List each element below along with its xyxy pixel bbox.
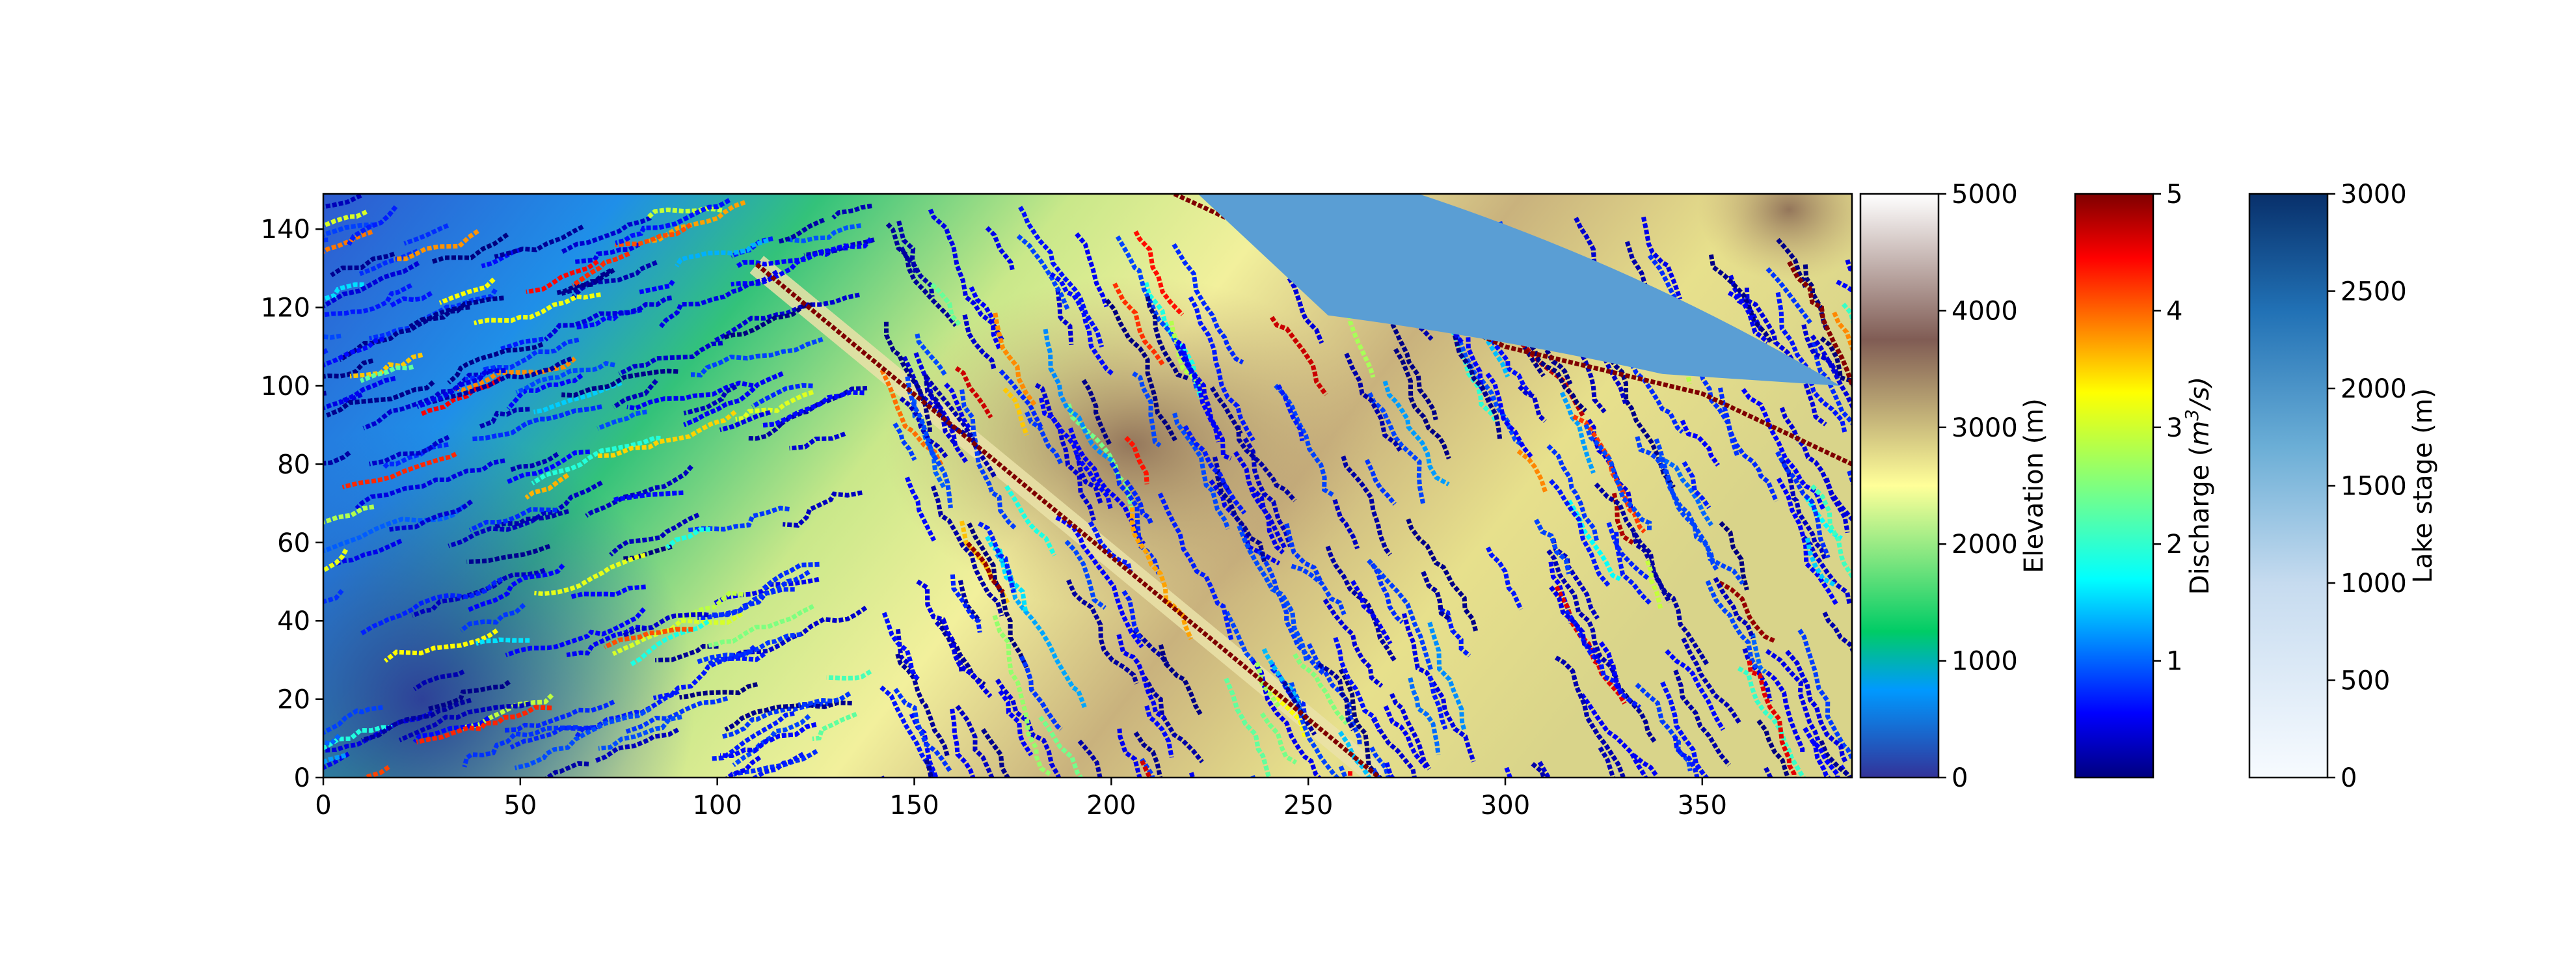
x-tick-label: 100 <box>692 791 742 820</box>
x-tick-label: 150 <box>889 791 939 820</box>
colorbar-tick-label: 3000 <box>2341 180 2407 210</box>
x-tick-label: 50 <box>503 791 537 820</box>
colorbar-tick-label: 0 <box>2341 763 2357 793</box>
x-tick-label: 300 <box>1481 791 1530 820</box>
colorbar-tick-label: 500 <box>2341 666 2390 696</box>
y-tick-label: 60 <box>277 528 310 558</box>
colorbar-fill <box>1860 194 1939 778</box>
lowland-area <box>148 426 695 973</box>
y-tick-label: 0 <box>294 763 310 793</box>
colorbar-tick-label: 1500 <box>2341 472 2407 502</box>
stream <box>1373 769 1439 904</box>
x-tick-label: 250 <box>1283 791 1333 820</box>
x-axis: 0 50 100 150 200 250 300 350 <box>315 778 1727 820</box>
colorbar-tick-label: 5 <box>2166 180 2182 210</box>
colorbar-fill <box>2249 194 2328 778</box>
x-tick-label: 200 <box>1086 791 1136 820</box>
colorbar-tick-label: 4000 <box>1952 296 2018 326</box>
x-tick-label: 0 <box>315 791 331 820</box>
stream <box>1387 763 1449 878</box>
colorbar-tick-label: 4 <box>2166 296 2182 326</box>
colorbar-label: Elevation (m) <box>2019 398 2049 573</box>
y-tick-label: 40 <box>277 606 310 636</box>
colorbar-tick-label: 1000 <box>1952 647 2018 677</box>
stream <box>1191 773 1212 832</box>
y-tick-label: 20 <box>277 685 310 715</box>
colorbar-label: Lake stage (m) <box>2408 388 2438 584</box>
stream <box>1341 766 1392 882</box>
y-tick-label: 120 <box>261 293 310 323</box>
terrain-map: 0 50 100 150 200 250 300 350 0 20 40 60 80 100 120 140 <box>148 138 1924 973</box>
y-axis: 0 20 40 60 80 100 120 140 <box>261 215 323 793</box>
colorbar-tick-label: 1 <box>2166 647 2182 677</box>
x-tick-label: 350 <box>1678 791 1727 820</box>
colorbar-1: 1 2 3 4 5 Discharge (m3/s) <box>2075 180 2215 778</box>
colorbar-tick-label: 2500 <box>2341 277 2407 307</box>
y-tick-label: 80 <box>277 450 310 480</box>
colorbar-tick-label: 5000 <box>1952 180 2018 210</box>
colorbar-tick-label: 2000 <box>2341 374 2407 404</box>
colorbar-tick-label: 2 <box>2166 530 2182 560</box>
stream <box>1350 771 1385 836</box>
colorbar-tick-label: 1000 <box>2341 569 2407 599</box>
colorbar-label: Discharge (m3/s) <box>2181 377 2216 595</box>
colorbar-0: 0 1000 2000 3000 4000 5000 Elevation (m) <box>1860 180 2049 793</box>
colorbar-tick-label: 3000 <box>1952 413 2018 443</box>
y-tick-label: 100 <box>261 372 310 401</box>
y-tick-label: 140 <box>261 215 310 245</box>
colorbar-2: 0 500 1000 1500 2000 2500 3000 Lake stage (m) <box>2249 180 2438 793</box>
colorbar-tick-label: 2000 <box>1952 530 2018 560</box>
colorbar-fill <box>2075 194 2153 778</box>
stream <box>1540 762 1623 925</box>
colorbar-tick-label: 0 <box>1952 763 1968 793</box>
stream <box>1142 761 1207 884</box>
